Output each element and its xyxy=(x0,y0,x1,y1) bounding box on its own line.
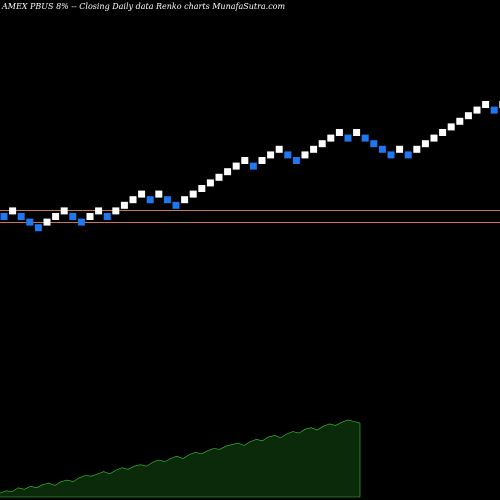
renko-brick-down xyxy=(26,218,34,226)
renko-brick-down xyxy=(249,162,257,170)
renko-brick-down xyxy=(378,145,386,153)
renko-brick-up xyxy=(353,129,361,136)
renko-brick-down xyxy=(77,218,85,226)
volume-area xyxy=(0,419,361,498)
renko-brick-up xyxy=(396,145,404,153)
renko-brick-up xyxy=(275,145,283,153)
renko-brick-up xyxy=(138,190,146,198)
renko-brick-up xyxy=(189,190,197,198)
renko-brick-down xyxy=(69,213,77,220)
renko-brick-up xyxy=(327,134,335,142)
renko-brick-up xyxy=(439,129,447,136)
renko-brick-down xyxy=(284,151,292,159)
renko-brick-up xyxy=(198,185,206,192)
renko-brick-up xyxy=(482,101,490,108)
renko-brick-down xyxy=(404,151,412,159)
area-fill xyxy=(0,420,360,497)
area-outline xyxy=(0,419,361,494)
renko-brick-up xyxy=(112,207,120,215)
renko-brick-up xyxy=(335,129,343,136)
renko-brick-up xyxy=(310,145,318,153)
renko-brick-down xyxy=(344,134,352,142)
renko-brick-down xyxy=(361,134,369,142)
renko-brick-up xyxy=(318,140,326,148)
renko-brick-up xyxy=(215,173,223,181)
renko-brick-up xyxy=(232,162,240,170)
renko-brick-down xyxy=(370,140,378,148)
renko-brick-up xyxy=(60,207,68,215)
renko-brick-up xyxy=(413,145,421,153)
renko-brick-up xyxy=(52,213,60,220)
renko-brick-up xyxy=(120,201,128,209)
renko-brick-up xyxy=(206,179,214,187)
renko-brick-down xyxy=(163,196,171,204)
renko-brick-up xyxy=(181,196,189,204)
renko-brick-up xyxy=(129,196,137,204)
renko-brick-up xyxy=(258,157,266,164)
renko-brick-down xyxy=(34,224,42,232)
renko-brick-down xyxy=(0,213,8,220)
renko-brick-up xyxy=(267,151,275,159)
renko-brick-down xyxy=(146,196,154,204)
renko-brick-down xyxy=(490,106,498,114)
renko-brick-up xyxy=(464,112,472,120)
renko-brick-up xyxy=(241,157,249,164)
renko-brick-down xyxy=(387,151,395,159)
renko-brick-up xyxy=(430,134,438,142)
renko-brick-up xyxy=(456,117,464,125)
renko-brick-up xyxy=(9,207,17,215)
renko-brick-down xyxy=(172,201,180,209)
renko-bricks xyxy=(0,101,500,232)
renko-brick-down xyxy=(103,213,111,220)
renko-brick-up xyxy=(473,106,481,114)
renko-brick-up xyxy=(43,218,51,226)
renko-brick-up xyxy=(95,207,103,215)
renko-brick-up xyxy=(224,168,232,176)
renko-brick-up xyxy=(86,213,94,220)
renko-brick-down xyxy=(292,157,300,164)
chart-title: AMEX PBUS 8% -- Closing Daily data Renko… xyxy=(1,2,286,11)
renko-brick-up xyxy=(301,151,309,159)
renko-brick-up xyxy=(155,190,163,198)
renko-brick-down xyxy=(17,213,25,220)
renko-brick-up xyxy=(421,140,429,148)
renko-brick-up xyxy=(447,123,455,131)
